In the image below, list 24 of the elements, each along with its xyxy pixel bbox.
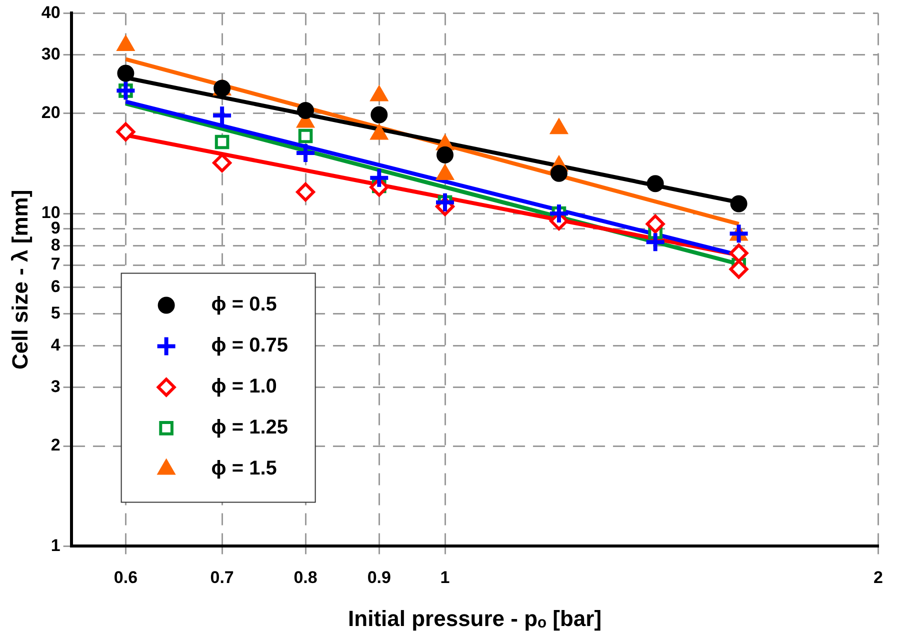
x-tick-label: 0.6 <box>114 568 138 588</box>
y-tick-label: 20 <box>41 103 60 122</box>
x-tick-label: 0.8 <box>294 568 318 588</box>
y-axis-title: Cell size - λ [mm] <box>7 190 32 370</box>
x-tick-label: 1 <box>440 568 450 588</box>
y-tick-label: 5 <box>50 303 60 322</box>
legend-label: ϕ = 0.75 <box>211 334 288 357</box>
y-tick-label: 1 <box>50 536 60 555</box>
x-tick-label: 0.7 <box>210 568 234 588</box>
x-tick-label: 2 <box>874 568 884 588</box>
x-axis-title: Initial pressure - pₒ [bar] <box>348 606 602 631</box>
y-tick-label: 3 <box>50 377 60 396</box>
y-tick-label: 8 <box>50 235 60 254</box>
x-tick-label: 0.9 <box>367 568 391 588</box>
legend-label: ϕ = 1.0 <box>211 376 277 398</box>
y-tick-label: 40 <box>41 2 60 22</box>
legend-label: ϕ = 1.5 <box>211 458 277 480</box>
legend-label: ϕ = 0.5 <box>211 294 277 316</box>
y-tick-label: 2 <box>50 436 60 455</box>
y-tick-label: 30 <box>41 44 60 64</box>
y-tick-label: 7 <box>50 254 60 274</box>
y-tick-label: 4 <box>50 336 61 355</box>
y-tick-label: 6 <box>50 277 60 296</box>
legend-label: ϕ = 1.25 <box>211 416 288 439</box>
